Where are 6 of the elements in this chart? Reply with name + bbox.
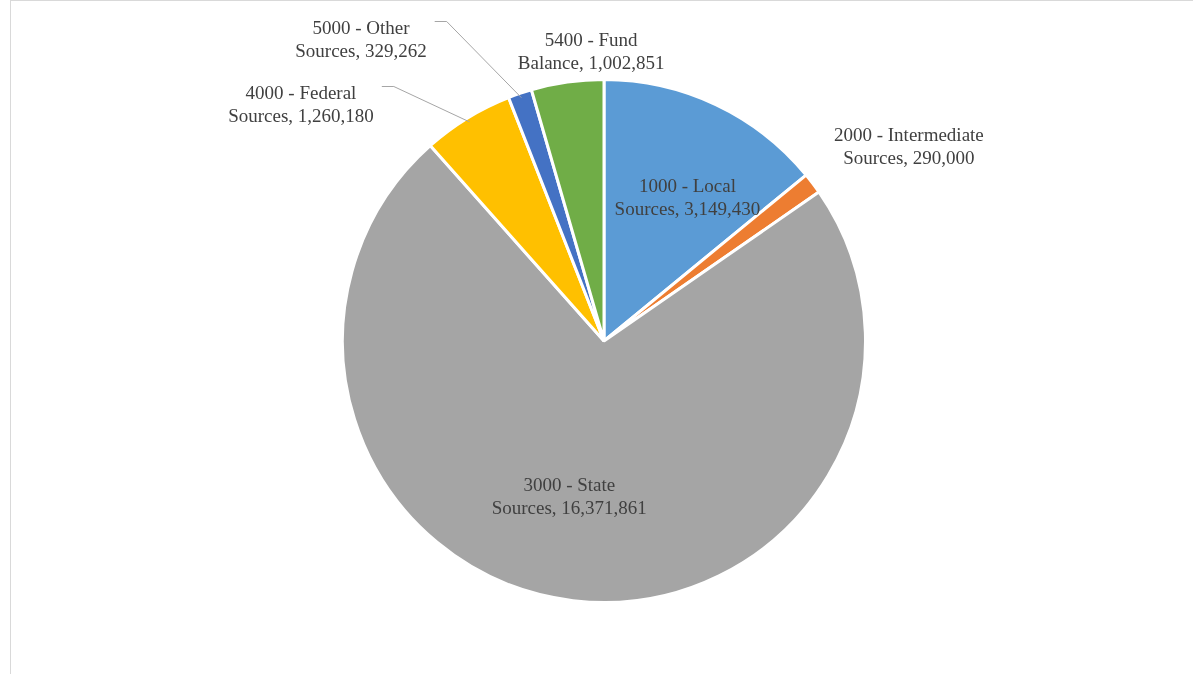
slice-label: 4000 - Federal Sources, 1,260,180 xyxy=(228,82,374,127)
slice-label: 1000 - Local Sources, 3,149,430 xyxy=(614,174,761,219)
slice-label: 2000 - Intermediate Sources, 290,000 xyxy=(833,123,984,168)
slice-label: 5000 - Other Sources, 329,262 xyxy=(295,17,427,62)
slice-label: 3000 - State Sources, 16,371,861 xyxy=(491,474,647,519)
slice-label: 5400 - Fund Balance, 1,002,851 xyxy=(517,29,665,74)
